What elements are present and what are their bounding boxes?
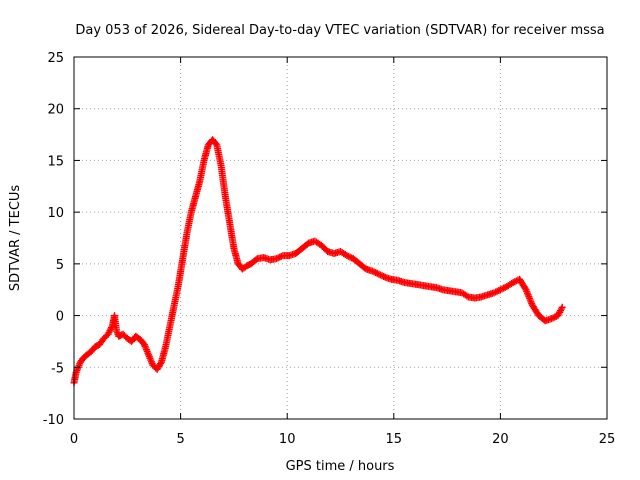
x-tick-label: 25 <box>599 432 616 447</box>
data-point <box>511 278 519 286</box>
data-point <box>370 268 378 276</box>
data-point <box>273 255 281 263</box>
x-tick-label: 0 <box>70 432 78 447</box>
x-axis-label: GPS time / hours <box>286 459 395 474</box>
data-point <box>498 285 506 293</box>
data-point <box>496 286 504 294</box>
y-tick-label: 15 <box>47 154 64 169</box>
data-point <box>548 315 556 323</box>
data-point <box>509 278 517 286</box>
data-point <box>212 140 220 148</box>
data-point <box>490 289 498 297</box>
data-points <box>70 136 566 387</box>
data-point <box>558 303 566 311</box>
data-point <box>274 254 282 262</box>
y-tick-label: 20 <box>47 103 64 118</box>
y-axis-label: SDTVAR / TECUs <box>8 185 23 292</box>
y-tick-label: 25 <box>47 51 64 66</box>
data-point <box>549 314 557 322</box>
x-tick-label: 5 <box>176 432 184 447</box>
data-point <box>372 269 380 277</box>
axis-ticks <box>73 56 608 420</box>
data-point <box>378 272 386 280</box>
data-point <box>493 287 501 295</box>
data-point <box>346 253 354 261</box>
plot-frame <box>73 56 608 420</box>
data-point <box>368 267 376 275</box>
data-point <box>276 253 284 261</box>
data-point <box>277 252 285 260</box>
data-point <box>344 252 352 260</box>
x-tick-label: 10 <box>279 432 296 447</box>
x-tick-labels: 0 5 10 15 20 25 <box>70 432 615 447</box>
data-point <box>373 269 381 277</box>
y-tick-label: 10 <box>47 206 64 221</box>
data-point <box>375 270 383 278</box>
data-point <box>551 313 559 321</box>
data-point <box>521 284 529 292</box>
y-tick-label: 5 <box>56 258 64 273</box>
x-tick-label: 15 <box>386 432 403 447</box>
y-tick-labels: -10 -5 0 5 10 15 20 25 <box>43 51 64 428</box>
data-point <box>157 360 165 368</box>
chart-title: Day 053 of 2026, Sidereal Day-to-day VTE… <box>75 23 604 38</box>
data-point <box>343 252 351 260</box>
grid <box>74 57 607 419</box>
data-point <box>376 271 384 279</box>
y-tick-label: -5 <box>51 361 64 376</box>
data-point <box>495 286 503 294</box>
data-point <box>492 288 500 296</box>
data-point <box>380 273 388 281</box>
y-tick-label: 0 <box>56 310 64 325</box>
data-point <box>500 284 508 292</box>
data-point <box>463 292 471 300</box>
y-tick-label: -10 <box>43 413 64 428</box>
x-tick-label: 20 <box>492 432 509 447</box>
